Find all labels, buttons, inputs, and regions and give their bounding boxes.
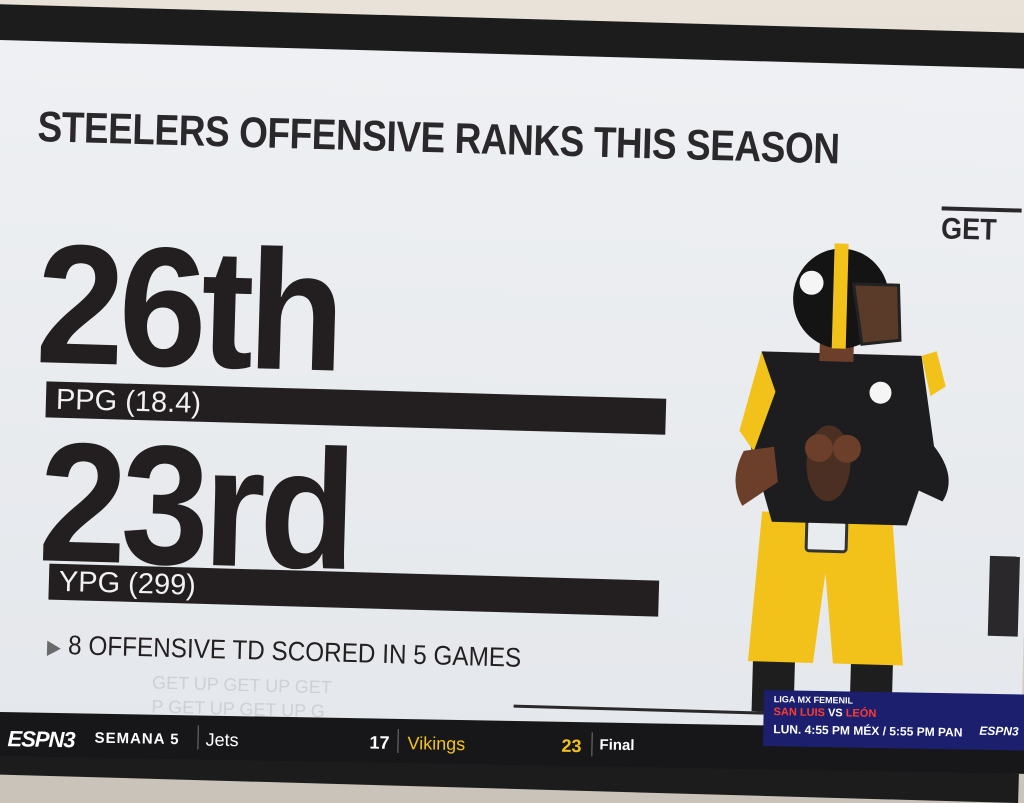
- logo-text: GET: [940, 212, 998, 247]
- pointer-icon: ▶: [46, 636, 62, 659]
- ghost-text: GET UP GET UP GET: [151, 672, 333, 698]
- ppg-rank: 26th: [33, 209, 342, 408]
- game-status: Final: [599, 736, 635, 755]
- td-note: ▶ 8 OFFENSIVE TD SCORED IN 5 GAMES: [47, 630, 522, 674]
- logo-bar: [941, 206, 1022, 213]
- tv-screen: STEELERS OFFENSIVE RANKS THIS SEASON GET…: [0, 40, 1024, 774]
- player-photo: [735, 243, 949, 716]
- ticker-separator: [397, 728, 399, 753]
- team1-name: Jets: [205, 729, 239, 751]
- liga-mx-promo: LIGA MX FEMENIL SAN LUIS VS LEÓN LUN. 4:…: [763, 690, 1024, 751]
- home-team: SAN LUIS: [773, 706, 826, 720]
- side-graphic: [987, 555, 1020, 637]
- team2-name: Vikings: [407, 733, 466, 755]
- ticker-separator: [197, 725, 199, 750]
- headline: STEELERS OFFENSIVE RANKS THIS SEASON: [36, 103, 841, 174]
- matchup: SAN LUIS VS LEÓN: [774, 706, 877, 720]
- ypg-label-bar: YPG (299): [48, 563, 660, 617]
- vs-label: VS: [827, 707, 843, 720]
- match-time: LUN. 4:55 PM MÉX / 5:55 PM PAN: [773, 722, 963, 740]
- team1-score: 17: [369, 732, 390, 753]
- espn3-logo: ESPN3: [7, 726, 75, 753]
- league-name: LIGA MX FEMENIL: [773, 694, 854, 706]
- td-note-text: 8 OFFENSIVE TD SCORED IN 5 GAMES: [67, 630, 522, 673]
- away-team: LEÓN: [845, 707, 877, 720]
- espn3-logo-small: ESPN3: [979, 723, 1019, 739]
- week-label: SEMANA 5: [94, 729, 180, 749]
- team2-score: 23: [561, 735, 582, 757]
- ticker-separator: [591, 732, 593, 757]
